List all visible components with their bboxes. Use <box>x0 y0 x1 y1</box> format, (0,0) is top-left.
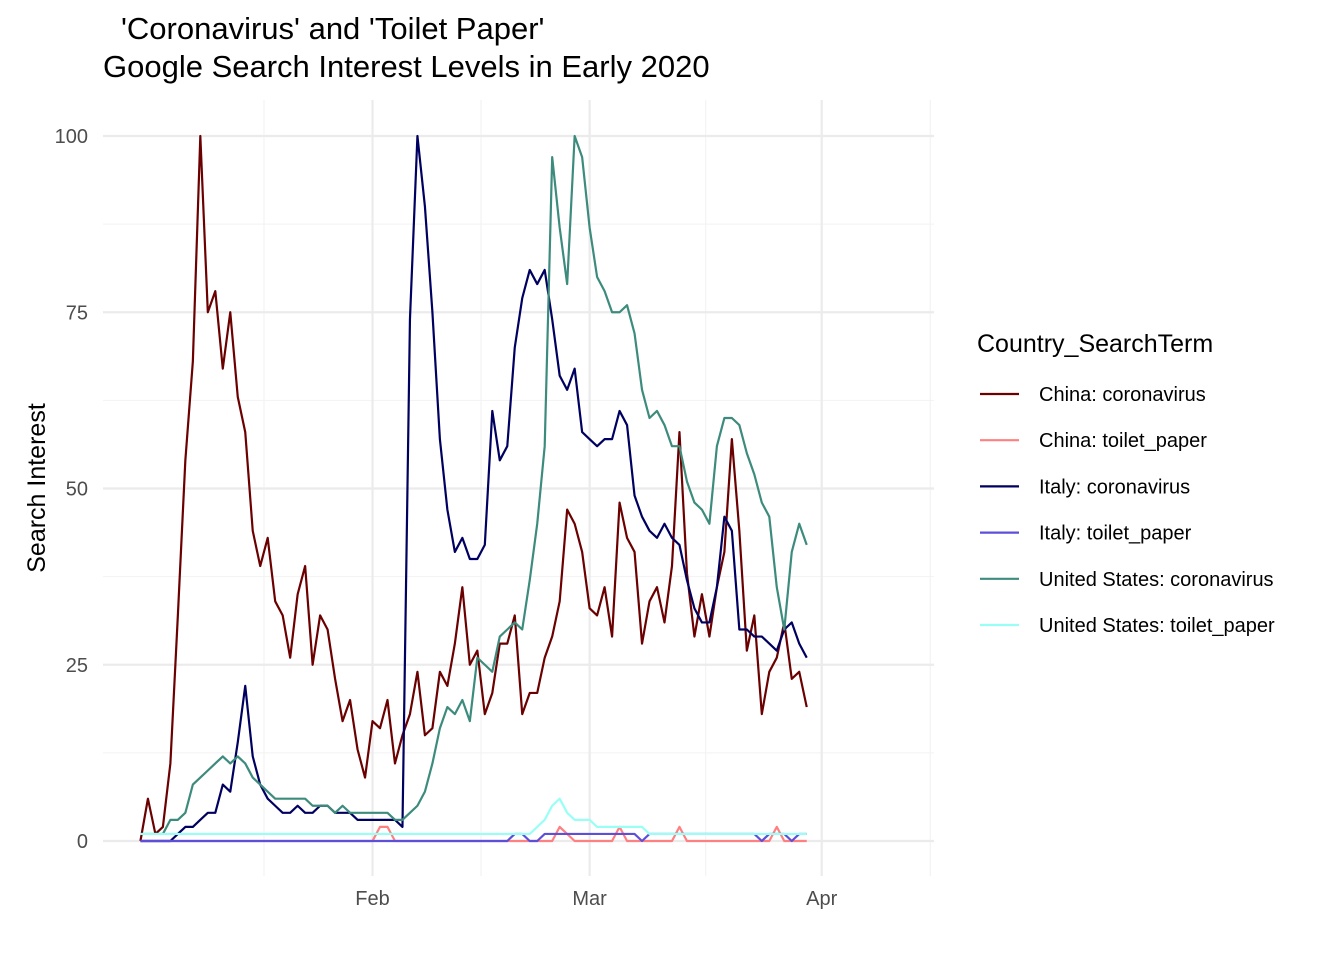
series-line-0 <box>139 134 808 842</box>
legend-label-1: China: toilet_paper <box>1039 430 1207 452</box>
y-axis-label: Search Interest <box>23 403 51 573</box>
legend-label-3: Italy: toilet_paper <box>1039 523 1192 545</box>
legend-label-5: United States: toilet_paper <box>1039 615 1275 637</box>
legend-items: China: coronavirus China: toilet_paper Ita… <box>980 384 1275 637</box>
y-tick-label: 100 <box>55 126 88 148</box>
x-tick-label: Feb <box>355 888 389 910</box>
chart-title-line-2: Google Search Interest Levels in Early 2… <box>103 49 710 84</box>
series-line-5 <box>140 797 807 836</box>
legend: Country_SearchTerm China: coronavirusChi… <box>977 330 1275 637</box>
x-tick-label: Apr <box>806 888 837 910</box>
legend-title: Country_SearchTerm <box>977 330 1213 358</box>
series-line-2 <box>140 134 808 843</box>
y-tick-label: 25 <box>66 655 88 677</box>
legend-label-2: Italy: coronavirus <box>1039 476 1190 498</box>
series-line-4 <box>140 134 808 836</box>
y-axis-ticks: 0 25 50 75 100 <box>55 126 88 853</box>
series-lines <box>139 134 808 843</box>
x-tick-label: Mar <box>572 888 607 910</box>
legend-label-4: United States: coronavirus <box>1039 569 1274 591</box>
x-axis-ticks: Feb Mar Apr <box>355 888 837 910</box>
y-tick-label: 50 <box>66 479 88 501</box>
legend-label-0: China: coronavirus <box>1039 384 1206 406</box>
y-tick-label: 75 <box>66 302 88 324</box>
chart-title-line-1: 'Coronavirus' and 'Toilet Paper' <box>121 11 544 46</box>
y-tick-label: 0 <box>77 831 88 853</box>
grid <box>103 100 934 876</box>
